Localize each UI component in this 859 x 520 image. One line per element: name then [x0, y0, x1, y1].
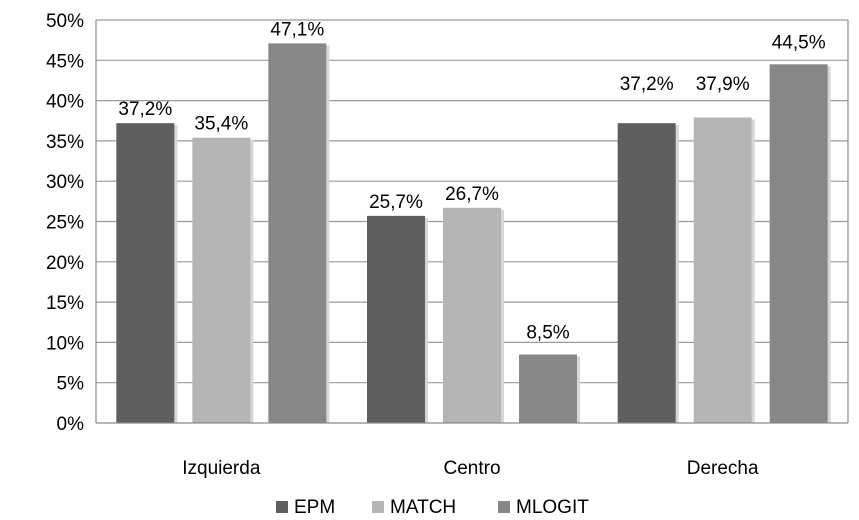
bar-match-centro — [443, 207, 501, 423]
x-tick-label: Derecha — [687, 458, 759, 479]
x-tick-label: Centro — [443, 458, 500, 479]
bar-epm-derecha — [617, 123, 676, 423]
bars — [116, 43, 831, 424]
data-label: 8,5% — [526, 322, 569, 343]
data-label: 25,7% — [369, 192, 423, 213]
y-tick-label: 20% — [46, 253, 84, 274]
legend: EPM MATCH MLOGIT — [276, 497, 589, 518]
legend-label: MATCH — [390, 497, 456, 518]
y-tick-label: 50% — [46, 11, 84, 32]
data-label: 44,5% — [772, 32, 826, 53]
data-label: 37,2% — [118, 99, 172, 120]
y-tick-label: 5% — [57, 374, 85, 395]
data-label: 26,7% — [445, 184, 499, 205]
legend-swatch-mlogit — [498, 501, 510, 513]
y-tick-label: 30% — [46, 172, 84, 193]
bar-mlogit-izquierda — [268, 43, 327, 424]
bar-mlogit-centro — [519, 354, 577, 423]
y-tick-label: 45% — [46, 51, 84, 72]
bar-epm-izquierda — [116, 123, 175, 423]
data-label: 47,1% — [270, 19, 324, 40]
y-tick-label: 40% — [46, 92, 84, 113]
legend-swatch-match — [372, 501, 384, 513]
axes — [95, 20, 849, 424]
data-label: 37,9% — [696, 74, 750, 95]
y-axis-tick-labels: 0% 5% 10% 15% 20% 25% 30% 35% 40% 45% 50% — [46, 11, 84, 435]
bar-match-derecha — [693, 117, 752, 423]
y-tick-label: 10% — [46, 333, 84, 354]
data-label: 35,4% — [194, 114, 248, 135]
legend-label: EPM — [294, 497, 335, 518]
bar-epm-centro — [367, 215, 425, 423]
legend-swatch-epm — [276, 501, 288, 513]
bar-match-izquierda — [192, 137, 251, 423]
data-labels: 37,2% 35,4% 47,1% 25,7% 26,7% 8,5% 37,2% 37,9% 4… — [118, 19, 825, 343]
data-label: 37,2% — [620, 74, 674, 95]
y-tick-label: 25% — [46, 213, 84, 234]
x-axis-category-labels: Izquierda Centro Derecha — [182, 458, 759, 479]
y-tick-label: 35% — [46, 132, 84, 153]
y-tick-label: 15% — [46, 293, 84, 314]
x-tick-label: Izquierda — [182, 458, 261, 479]
bar-mlogit-derecha — [769, 64, 828, 423]
y-tick-label: 0% — [57, 414, 85, 435]
legend-label: MLOGIT — [516, 497, 589, 518]
